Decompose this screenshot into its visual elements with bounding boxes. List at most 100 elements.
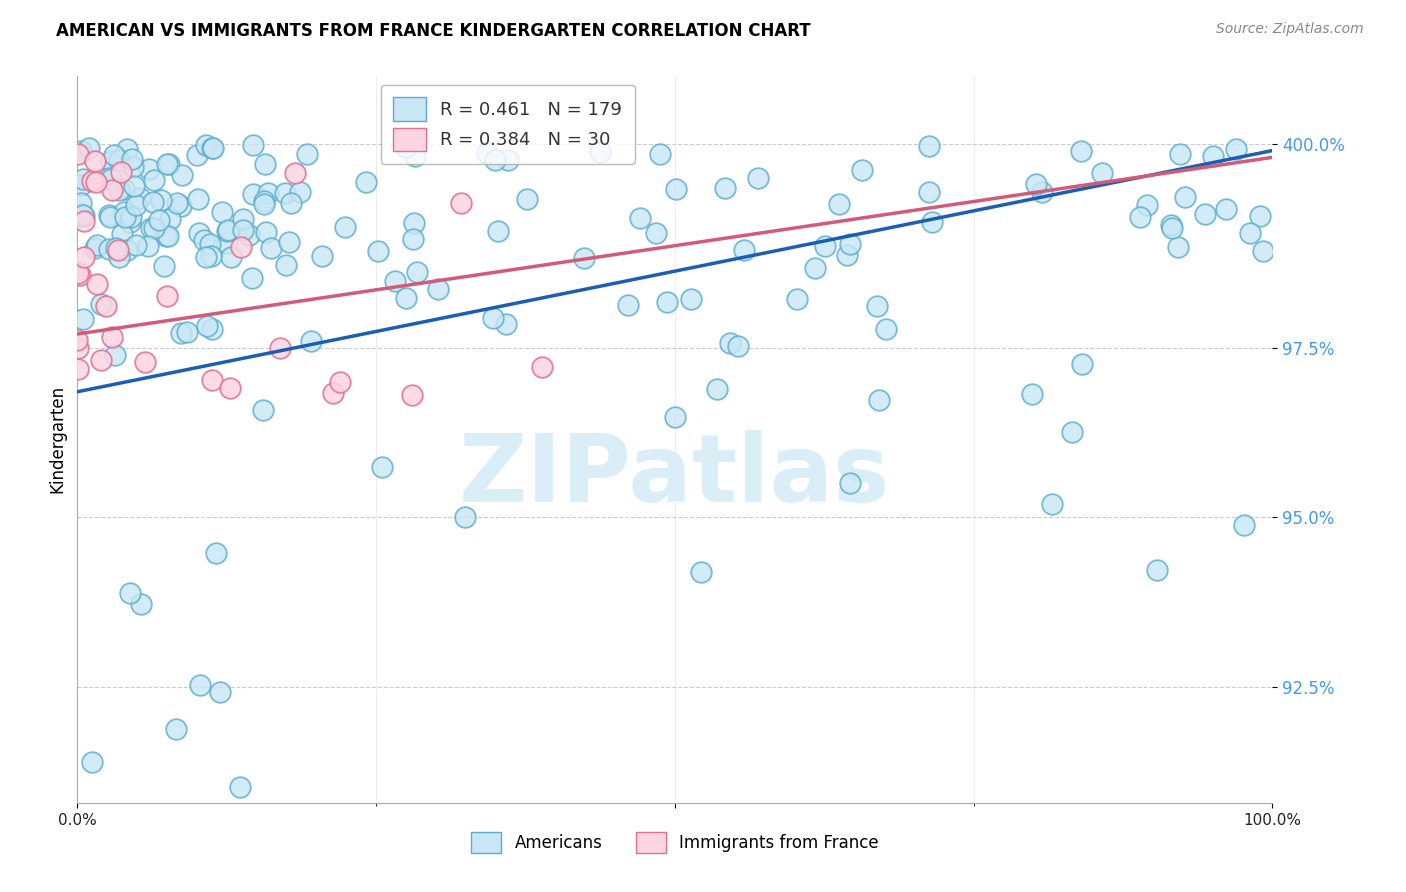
Point (156, 289, 179, 303)
Point (1129, 210, 1152, 224)
Point (67, 266, 90, 280)
Point (1042, 497, 1064, 511)
Point (188, 678, 211, 692)
Point (921, 215, 943, 229)
Point (1091, 166, 1114, 180)
Point (572, 251, 595, 265)
Point (69, 206, 91, 220)
Point (299, 334, 322, 348)
Point (242, 187, 264, 202)
Point (72, 311, 94, 326)
Point (229, 240, 252, 254)
Point (120, 210, 142, 224)
Point (1174, 190, 1197, 204)
Point (531, 359, 554, 374)
Point (134, 355, 156, 369)
Point (70, 178, 93, 192)
Point (868, 392, 890, 407)
Point (73, 209, 96, 223)
Point (404, 149, 426, 163)
Point (129, 192, 152, 206)
Point (1025, 177, 1047, 191)
Point (367, 244, 389, 258)
Point (280, 195, 302, 210)
Point (166, 195, 188, 210)
Point (276, 258, 298, 272)
Point (733, 244, 755, 258)
Point (124, 238, 146, 252)
Point (260, 241, 283, 255)
Point (270, 341, 292, 355)
Point (211, 204, 233, 219)
Point (90, 297, 112, 311)
Point (814, 239, 837, 253)
Point (727, 339, 749, 353)
Point (195, 319, 218, 334)
Point (838, 236, 860, 251)
Point (72, 209, 94, 223)
Point (83, 153, 105, 168)
Point (384, 274, 406, 288)
Point (747, 171, 769, 186)
Point (645, 226, 668, 240)
Point (66, 333, 89, 347)
Point (136, 239, 159, 253)
Point (617, 298, 640, 312)
Point (1215, 202, 1237, 216)
Point (100, 154, 122, 169)
Point (98, 208, 121, 222)
Point (66, 362, 89, 376)
Point (90, 352, 112, 367)
Point (98, 210, 121, 224)
Point (186, 147, 208, 161)
Point (1161, 220, 1184, 235)
Point (69, 268, 91, 282)
Point (200, 249, 222, 263)
Point (204, 546, 226, 560)
Point (495, 317, 517, 331)
Point (139, 221, 162, 235)
Point (454, 510, 477, 524)
Point (187, 192, 209, 206)
Point (142, 195, 165, 210)
Point (297, 147, 319, 161)
Point (498, 153, 520, 167)
Point (82, 755, 104, 769)
Point (486, 224, 509, 238)
Point (108, 153, 131, 167)
Point (1071, 357, 1094, 371)
Point (1031, 185, 1053, 199)
Point (194, 251, 217, 265)
Point (209, 684, 232, 698)
Point (484, 153, 506, 167)
Legend: Americans, Immigrants from France: Americans, Immigrants from France (464, 825, 886, 860)
Point (115, 142, 138, 156)
Point (689, 565, 711, 579)
Point (219, 381, 242, 395)
Point (256, 225, 278, 239)
Point (122, 160, 145, 174)
Point (67, 342, 90, 356)
Point (402, 232, 425, 246)
Point (157, 156, 180, 170)
Point (242, 138, 264, 153)
Point (426, 282, 449, 296)
Point (665, 182, 688, 196)
Point (107, 243, 129, 257)
Text: ZIPatlas: ZIPatlas (460, 430, 890, 522)
Point (120, 215, 142, 229)
Point (165, 722, 187, 736)
Point (80, 174, 103, 188)
Point (322, 386, 344, 401)
Point (110, 165, 132, 179)
Point (114, 204, 136, 219)
Point (156, 157, 179, 171)
Point (187, 227, 209, 241)
Point (217, 223, 239, 237)
Point (240, 271, 263, 285)
Point (105, 241, 128, 255)
Point (664, 409, 686, 424)
Point (201, 322, 224, 336)
Point (201, 141, 224, 155)
Point (284, 165, 307, 179)
